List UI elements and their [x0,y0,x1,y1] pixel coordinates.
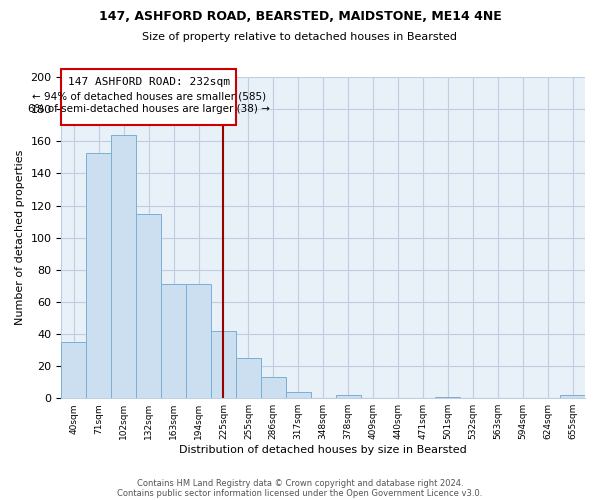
Text: Contains public sector information licensed under the Open Government Licence v3: Contains public sector information licen… [118,488,482,498]
Bar [211,331,236,398]
Bar [186,284,211,398]
Bar [161,284,186,398]
Bar [335,395,361,398]
Bar [236,358,261,398]
Text: 147 ASHFORD ROAD: 232sqm: 147 ASHFORD ROAD: 232sqm [68,77,230,87]
FancyBboxPatch shape [61,69,236,126]
Bar [86,152,111,398]
Text: Size of property relative to detached houses in Bearsted: Size of property relative to detached ho… [143,32,458,42]
X-axis label: Distribution of detached houses by size in Bearsted: Distribution of detached houses by size … [179,445,467,455]
Bar [560,395,585,398]
Text: Contains HM Land Registry data © Crown copyright and database right 2024.: Contains HM Land Registry data © Crown c… [137,478,463,488]
Text: 6% of semi-detached houses are larger (38) →: 6% of semi-detached houses are larger (3… [28,104,269,115]
Bar [136,214,161,398]
Text: ← 94% of detached houses are smaller (585): ← 94% of detached houses are smaller (58… [32,92,266,102]
Bar [261,378,286,398]
Bar [111,135,136,398]
Bar [436,396,460,398]
Y-axis label: Number of detached properties: Number of detached properties [15,150,25,326]
Bar [286,392,311,398]
Bar [61,342,86,398]
Text: 147, ASHFORD ROAD, BEARSTED, MAIDSTONE, ME14 4NE: 147, ASHFORD ROAD, BEARSTED, MAIDSTONE, … [98,10,502,23]
